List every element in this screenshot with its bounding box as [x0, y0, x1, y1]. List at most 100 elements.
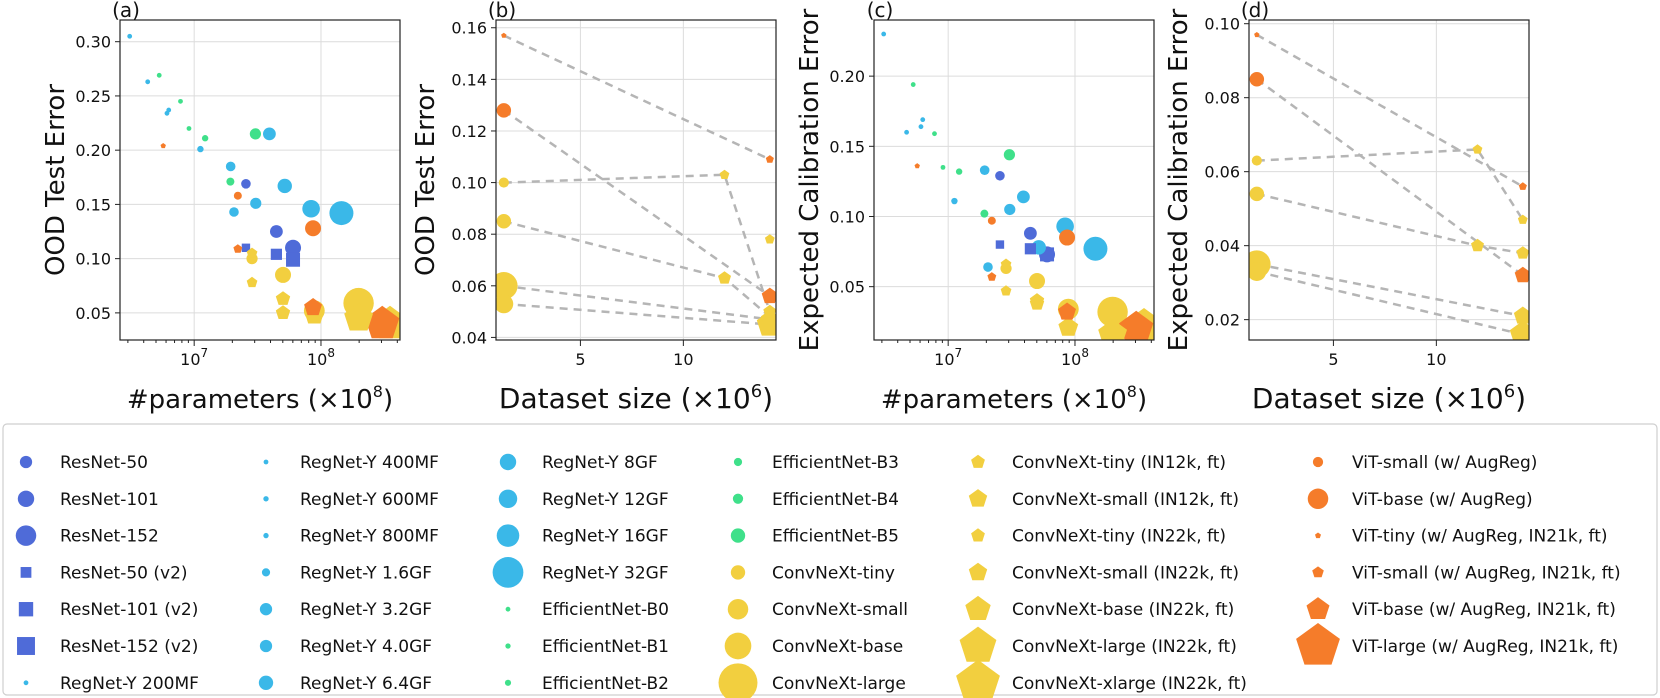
point-convnext-small-in22k-ft: [1029, 296, 1045, 310]
legend-marker-regnet-y-200mf: [23, 680, 29, 686]
legend-label-regnet-y-6-4gf: RegNet-Y 6.4GF: [300, 674, 432, 694]
point-vit-small-w-augreg-in21k-ft: [987, 272, 997, 281]
data-points: [496, 32, 776, 336]
y-tick-label: 0.05: [75, 304, 111, 323]
y-tick-label: 0.10: [75, 250, 111, 269]
pair-line: [1256, 270, 1524, 336]
legend-marker-convnext-base-in22k-ft: [965, 595, 991, 620]
legend-label-convnext-tiny-in12k-ft: ConvNeXt-tiny (IN12k, ft): [1012, 453, 1226, 473]
x-axis-label-exponent: 8: [373, 382, 383, 401]
legend-marker-vit-base-w-augreg-in21k-ft: [1306, 597, 1330, 619]
point-regnet-y-32gf: [1083, 236, 1108, 261]
x-tick-exponent: 8: [1081, 346, 1089, 360]
legend-marker-resnet-101: [17, 490, 35, 507]
legend-marker-convnext-tiny-in22k-ft: [971, 528, 985, 542]
legend-box: [2, 423, 1658, 696]
panel-d: 0.02 0.04 0.06 0.08 0.10 5 10 (d) Dataset size (…: [1164, 0, 1530, 415]
legend-label-convnext-base: ConvNeXt-base: [772, 637, 903, 657]
legend: ResNet-50 ResNet-101 ResNet-152 ResNet-50 (…: [2, 423, 1658, 698]
legend-marker-regnet-y-6-4gf: [258, 675, 274, 690]
legend-marker-regnet-y-400mf: [263, 459, 269, 465]
pair-line: [503, 302, 770, 326]
y-tick-label: 0.16: [451, 19, 487, 38]
point-vit-tiny-w-augreg-in21k-ft: [914, 163, 920, 169]
axes-frame: [873, 19, 1155, 341]
point-resnet-50-v2: [241, 243, 251, 252]
point-convnext-tiny-in12k-ft: [719, 169, 730, 179]
point-resnet-50-v2: [995, 240, 1005, 249]
point-convnext-tiny-in12k-ft: [1472, 144, 1483, 154]
point-regnet-y-200mf: [127, 33, 133, 39]
point-convnext-base: [1249, 262, 1267, 281]
panel-b: 0.04 0.06 0.08 0.10 0.12 0.14 0.16 5 10 (b) Datase…: [411, 0, 777, 415]
point-efficientnet-b0: [156, 72, 162, 78]
x-tick-exponent: 7: [955, 346, 963, 360]
y-tick-label: 0.06: [1204, 163, 1240, 182]
point-vit-large-w-augreg-in21k-ft: [365, 305, 400, 339]
legend-marker-convnext-tiny: [730, 565, 746, 580]
point-convnext-tiny-in22k-ft: [764, 234, 775, 244]
point-convnext-large-in22k-ft: [344, 303, 373, 331]
legend-label-resnet-101: ResNet-101: [60, 490, 159, 510]
legend-label-convnext-large-in22k-ft: ConvNeXt-large (IN22k, ft): [1012, 637, 1237, 657]
point-vit-tiny-w-augreg-in21k-ft: [160, 143, 166, 149]
point-resnet-50: [995, 170, 1005, 181]
point-efficientnet-b4: [226, 177, 235, 186]
point-regnet-y-8gf: [263, 127, 276, 141]
x-tick-label: 5: [1328, 350, 1338, 369]
point-vit-base-w-augreg-in21k-ft: [1514, 266, 1529, 283]
panel-a: 0.05 0.10 0.15 0.20 0.25 0.30 107 108 (a) #parame…: [41, 0, 401, 415]
legend-label-efficientnet-b2: EfficientNet-B2: [542, 674, 669, 694]
panel-label: (d): [1241, 0, 1269, 22]
point-efficientnet-b3: [955, 168, 963, 175]
legend-marker-efficientnet-b0: [505, 606, 511, 612]
legend-label-regnet-y-12gf: RegNet-Y 12GF: [542, 490, 669, 510]
point-convnext-tiny-in22k-ft: [246, 247, 258, 258]
point-resnet-101: [269, 225, 283, 238]
data-points: [1249, 32, 1529, 340]
legend-label-convnext-xlarge-in22k-ft: ConvNeXt-xlarge (IN22k, ft): [1012, 674, 1247, 694]
legend-marker-convnext-small: [727, 598, 749, 620]
y-tick-label: 0.14: [451, 70, 487, 89]
pair-line: [503, 284, 770, 321]
legend-marker-convnext-xlarge-in22k-ft: [956, 659, 1000, 698]
point-vit-base-w-augreg-in21k-ft: [1058, 302, 1076, 320]
point-convnext-tiny: [1251, 155, 1262, 166]
x-axis-label: #parameters (×108): [127, 382, 393, 415]
legend-label-convnext-large: ConvNeXt-large: [772, 674, 906, 694]
point-vit-base-w-augreg-in21k-ft: [304, 298, 322, 316]
point-regnet-y-800mf: [166, 107, 172, 113]
point-convnext-large-in22k-ft: [1509, 320, 1529, 340]
axes-frame: [1248, 19, 1530, 341]
legend-marker-convnext-small-in12k-ft: [968, 489, 988, 507]
x-axis-label-exponent: 6: [1504, 381, 1515, 402]
point-convnext-tiny: [498, 177, 509, 188]
pair-line: [503, 34, 771, 161]
y-axis-label: OOD Test Error: [41, 84, 71, 276]
legend-label-efficientnet-b1: EfficientNet-B1: [542, 637, 669, 657]
point-resnet-50: [241, 178, 251, 189]
legend-label-resnet-101-v2: ResNet-101 (v2): [60, 600, 198, 620]
legend-label-convnext-small: ConvNeXt-small: [772, 600, 908, 620]
point-resnet-152-v2: [286, 252, 301, 267]
point-vit-tiny-w-augreg-in21k-ft: [1254, 32, 1260, 38]
pair-line: [1256, 262, 1524, 318]
y-tick-label: 0.02: [1204, 311, 1240, 330]
point-regnet-y-4-0gf: [229, 207, 239, 217]
y-tick-label: 0.20: [829, 67, 865, 86]
pair-line: [503, 220, 771, 318]
point-convnext-small: [275, 266, 292, 283]
point-regnet-y-800mf: [920, 117, 926, 123]
y-tick-label: 0.08: [1204, 89, 1240, 108]
point-vit-base-w-augreg: [1249, 71, 1265, 87]
point-convnext-large: [496, 272, 518, 300]
y-axis-label: OOD Test Error: [411, 84, 441, 276]
legend-label-efficientnet-b4: EfficientNet-B4: [772, 490, 899, 510]
panel-c: 0.05 0.10 0.15 0.20 107 108 (c) #parameters (×1…: [795, 0, 1155, 415]
point-efficientnet-b5: [1003, 149, 1016, 161]
point-vit-base-w-augreg-in21k-ft: [761, 287, 776, 304]
y-tick-label: 0.10: [1204, 15, 1240, 34]
x-tick-exponent: 7: [201, 346, 209, 360]
legend-label-regnet-y-400mf: RegNet-Y 400MF: [300, 453, 439, 473]
